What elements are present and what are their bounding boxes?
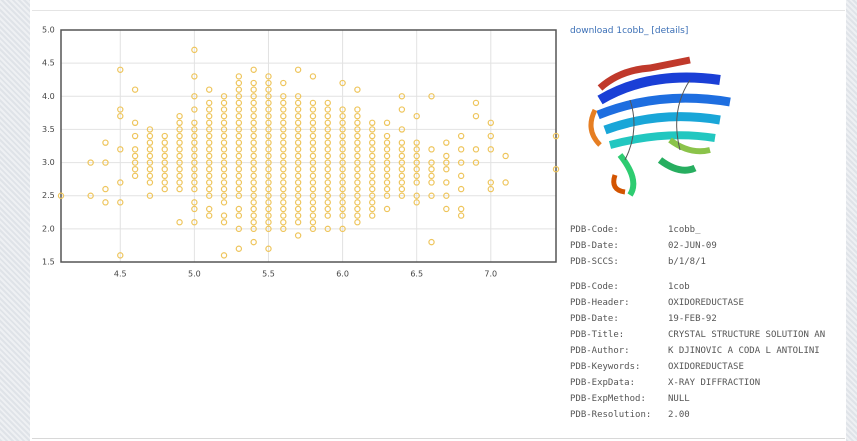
info-key: PDB-Date: bbox=[570, 241, 668, 251]
page: 1.5 2.0 2.5 3.0 3.5 4.0 4.5 5.0 4.5 5.0 5.5 6.0 6.5 7… bbox=[0, 0, 857, 441]
info-key: PDB-Keywords: bbox=[570, 362, 668, 372]
y-tick-label: 3.0 bbox=[42, 158, 55, 167]
info-key: PDB-Code: bbox=[570, 225, 668, 235]
info-key: PDB-Title: bbox=[570, 330, 668, 340]
info-value: NULL bbox=[668, 394, 843, 404]
y-tick-label: 4.5 bbox=[42, 59, 55, 68]
info-row: PDB-Header:OXIDOREDUCTASE bbox=[570, 298, 843, 314]
info-row: PDB-ExpMethod:NULL bbox=[570, 394, 843, 410]
x-tick-label: 4.5 bbox=[114, 270, 127, 279]
info-row: PDB-ExpData:X-RAY DIFFRACTION bbox=[570, 378, 843, 394]
x-tick-label: 5.0 bbox=[188, 270, 201, 279]
download-link[interactable]: download 1cobb_ [details] bbox=[570, 26, 688, 36]
info-key: PDB-SCCS: bbox=[570, 257, 668, 267]
info-value: X-RAY DIFFRACTION bbox=[668, 378, 843, 388]
info-value: 1cobb_ bbox=[668, 225, 843, 235]
info-value: OXIDOREDUCTASE bbox=[668, 362, 843, 372]
x-tick-label: 6.5 bbox=[410, 270, 423, 279]
info-key: PDB-Author: bbox=[570, 346, 668, 356]
info-key: PDB-ExpMethod: bbox=[570, 394, 668, 404]
info-key: PDB-Date: bbox=[570, 314, 668, 324]
y-tick-label: 2.5 bbox=[42, 191, 55, 200]
info-value: K DJINOVIC A CODA L ANTOLINI bbox=[668, 346, 843, 356]
info-row: PDB-Date:19-FEB-92 bbox=[570, 314, 843, 330]
info-row: PDB-Code:1cob bbox=[570, 282, 843, 298]
info-key: PDB-Header: bbox=[570, 298, 668, 308]
info-row: PDB-SCCS:b/1/8/1 bbox=[570, 257, 843, 273]
info-row: PDB-Date:02-JUN-09 bbox=[570, 241, 843, 257]
x-tick-label: 6.0 bbox=[336, 270, 349, 279]
info-value: 19-FEB-92 bbox=[668, 314, 843, 324]
y-tick-label: 1.5 bbox=[42, 258, 55, 267]
info-row: PDB-Title:CRYSTAL STRUCTURE SOLUTION AN bbox=[570, 330, 843, 346]
info-value: 02-JUN-09 bbox=[668, 241, 843, 251]
info-key: PDB-Code: bbox=[570, 282, 668, 292]
info-key: PDB-ExpData: bbox=[570, 378, 668, 388]
info-value: OXIDOREDUCTASE bbox=[668, 298, 843, 308]
details-link[interactable]: [details] bbox=[651, 26, 688, 36]
info-value: b/1/8/1 bbox=[668, 257, 843, 267]
info-row: PDB-Code:1cobb_ bbox=[570, 225, 843, 241]
info-row: PDB-Keywords:OXIDOREDUCTASE bbox=[570, 362, 843, 378]
info-key: PDB-Resolution: bbox=[570, 410, 668, 420]
info-row: PDB-Author:K DJINOVIC A CODA L ANTOLINI bbox=[570, 346, 843, 362]
y-tick-label: 5.0 bbox=[42, 26, 55, 35]
x-tick-label: 5.5 bbox=[262, 270, 275, 279]
chart-background bbox=[36, 16, 562, 284]
info-row: PDB-Resolution:2.00 bbox=[570, 410, 843, 426]
download-text[interactable]: download 1cobb_ bbox=[570, 26, 649, 36]
domain-info: PDB-Code:1cobb_PDB-Date:02-JUN-09PDB-SCC… bbox=[570, 225, 843, 273]
protein-image bbox=[570, 40, 745, 212]
y-tick-label: 4.0 bbox=[42, 92, 55, 101]
y-tick-label: 2.0 bbox=[42, 224, 55, 233]
x-tick-label: 7.0 bbox=[484, 270, 497, 279]
info-value: 2.00 bbox=[668, 410, 843, 420]
info-value: CRYSTAL STRUCTURE SOLUTION AN bbox=[668, 330, 843, 340]
y-tick-label: 3.5 bbox=[42, 125, 55, 134]
info-value: 1cob bbox=[668, 282, 843, 292]
